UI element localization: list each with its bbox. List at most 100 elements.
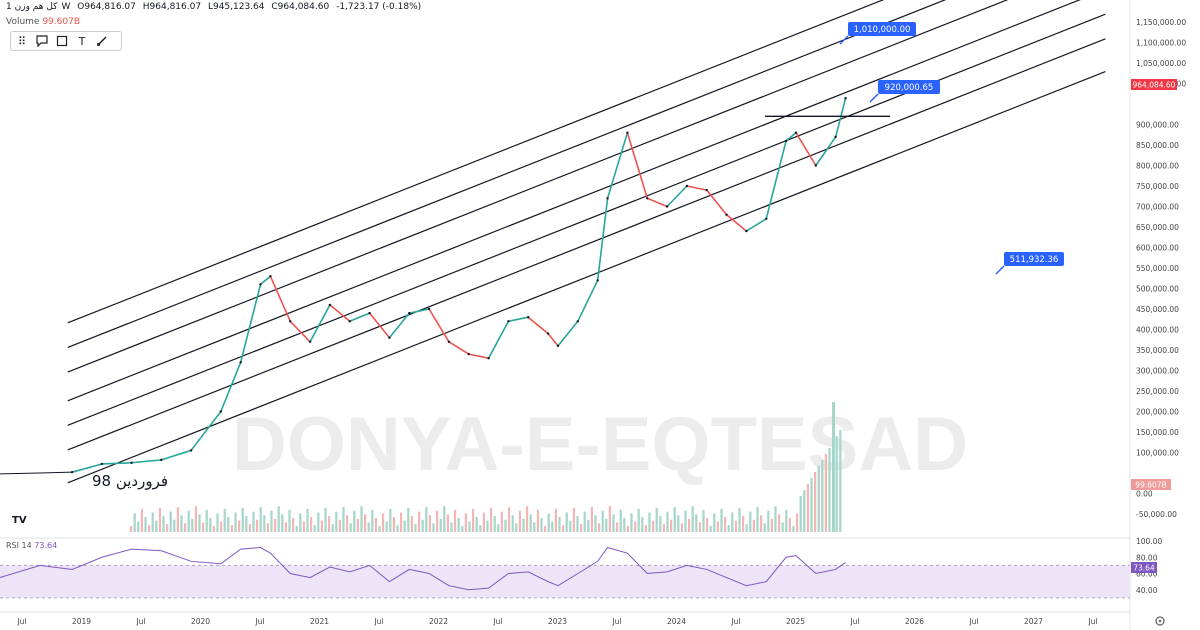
volume-bar [778, 514, 781, 532]
channel-line[interactable] [67, 0, 1106, 402]
volume-bar [554, 508, 557, 532]
volume-bar [641, 517, 644, 532]
badge-upper[interactable] [848, 22, 916, 36]
volume-bar [180, 515, 183, 532]
volume-bar [540, 517, 543, 532]
price-point [408, 311, 411, 315]
price-point [447, 340, 451, 343]
interval[interactable]: 1W [6, 2, 71, 12]
volume-bar [464, 513, 467, 532]
channel-line[interactable] [67, 71, 1106, 484]
volume-bar [248, 524, 251, 532]
volume-bar [562, 525, 565, 532]
badge-mid[interactable] [878, 80, 940, 94]
volume-bar [590, 507, 593, 532]
volume-bar [389, 508, 392, 532]
channel-line[interactable] [67, 13, 1106, 426]
price-segment [269, 275, 291, 322]
price-segment [368, 312, 391, 339]
price-point [259, 283, 262, 286]
price-segment [239, 284, 262, 363]
volume-bar [515, 523, 518, 532]
volume-bar [374, 517, 377, 532]
volume-bar [421, 519, 424, 532]
price-tick: 0.00 [1136, 490, 1153, 499]
volume-bar [738, 508, 741, 532]
price-point [100, 462, 104, 466]
volume-bar [734, 520, 737, 532]
badge-lower[interactable] [1004, 252, 1064, 266]
price-point [626, 131, 629, 134]
price-point [130, 461, 133, 464]
last-price-badge [1131, 79, 1177, 90]
volume-bar [349, 523, 352, 532]
volume-bar [292, 517, 295, 532]
volume-bar [551, 521, 554, 532]
channel-line[interactable] [67, 0, 1106, 324]
volume-bar [450, 522, 453, 532]
price-point [546, 332, 550, 335]
channel-line[interactable] [67, 0, 1106, 349]
volume-bar [612, 514, 615, 532]
price-series [0, 97, 847, 475]
volume-bar [724, 517, 727, 532]
price-segment [448, 341, 470, 355]
symbol-name[interactable]: کل هم وزن [14, 2, 58, 12]
brush-icon[interactable] [95, 34, 109, 48]
price-point [507, 320, 510, 323]
volume-bar [166, 524, 169, 532]
price-segment [626, 132, 649, 199]
channel-line[interactable] [67, 0, 1106, 373]
price-segment [815, 136, 837, 166]
volume-bar [227, 517, 230, 532]
price-segment [220, 362, 242, 412]
volume-bar [821, 460, 824, 532]
volume-bar [648, 512, 651, 532]
volume-bar [371, 509, 374, 532]
price-segment [329, 304, 351, 322]
last-price-text: 964,084.60 [1133, 81, 1176, 90]
volume-bar [598, 523, 601, 532]
volume-bar [209, 517, 212, 532]
volume-bar [295, 526, 298, 532]
price-segment [349, 312, 370, 323]
price-point [289, 320, 292, 323]
volume-bar [338, 519, 341, 532]
volume-bar [792, 526, 795, 532]
settings-gear-icon[interactable] [1155, 616, 1165, 626]
volume-bar [288, 509, 291, 532]
rectangle-icon[interactable] [55, 34, 69, 48]
volume-label: Volume [6, 17, 40, 27]
volume-bar [634, 521, 637, 532]
volume-bar [331, 524, 334, 532]
volume-bar [158, 508, 161, 532]
price-axis[interactable]: 1,150,000.001,100,000.001,050,000.001,00… [1129, 0, 1186, 630]
volume-bar [587, 519, 590, 532]
price-segment [596, 198, 609, 281]
text-icon[interactable]: T [78, 34, 86, 48]
volume-bar [817, 466, 820, 532]
volume-bar [324, 508, 327, 532]
price-tick: 100,000.00 [1136, 449, 1179, 458]
trend-channel[interactable] [67, 0, 1106, 484]
volume-bar [490, 508, 493, 532]
volume-bar [752, 519, 755, 532]
channel-line[interactable] [67, 38, 1106, 451]
rsi-tick: 80.00 [1136, 553, 1158, 562]
price-segment [468, 353, 489, 359]
time-axis[interactable]: Jul 2019 Jul 2020 Jul 2021 Jul 2022 Jul 2023 Jul 20… [0, 611, 1130, 626]
volume-bar [785, 509, 788, 532]
volume-bar [454, 509, 457, 532]
volume-bar [284, 522, 287, 532]
volume-bar [580, 524, 583, 532]
dots-handle-icon[interactable]: ⠿ [17, 34, 27, 48]
callout-icon[interactable] [35, 34, 49, 48]
price-segment [765, 140, 787, 219]
volume-bar [824, 454, 827, 532]
volume-bar [241, 508, 244, 532]
volume-bar [698, 522, 701, 532]
volume-bar [317, 512, 320, 532]
volume-bar [238, 520, 241, 532]
price-segment [557, 320, 579, 347]
